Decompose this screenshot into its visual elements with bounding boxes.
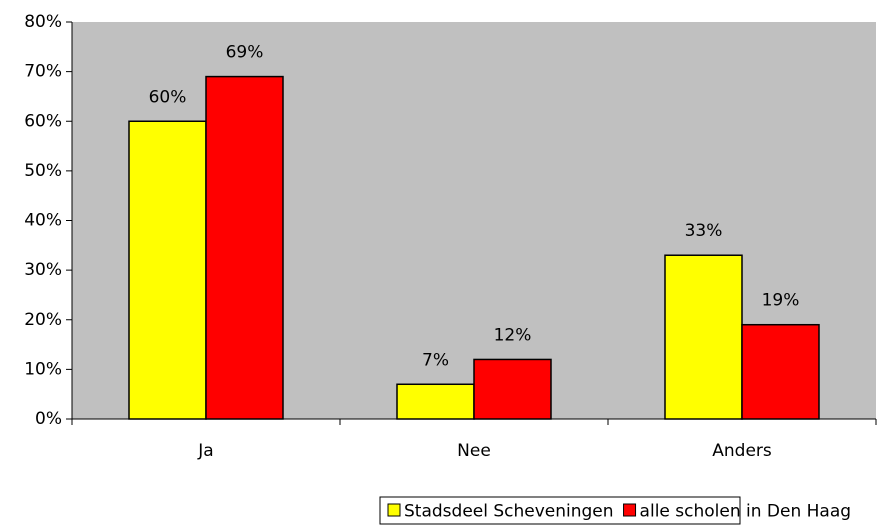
value-label: 60% <box>149 87 187 107</box>
value-label: 33% <box>685 221 723 241</box>
y-tick-label: 30% <box>24 260 62 280</box>
value-label: 19% <box>762 291 800 311</box>
value-label: 7% <box>422 350 449 370</box>
y-tick-label: 10% <box>24 359 62 379</box>
x-tick-label: Anders <box>712 441 772 461</box>
y-tick-label: 20% <box>24 310 62 330</box>
legend-box <box>379 496 741 525</box>
bar <box>473 358 552 420</box>
y-tick-label: 80% <box>24 12 62 32</box>
legend-swatch <box>387 503 401 517</box>
bar <box>664 254 743 420</box>
legend-swatch <box>623 503 637 517</box>
bar <box>396 383 475 420</box>
y-tick-label: 50% <box>24 161 62 181</box>
bar <box>205 75 284 420</box>
y-tick-label: 40% <box>24 211 62 231</box>
y-tick-label: 60% <box>24 111 62 131</box>
value-label: 69% <box>226 43 264 63</box>
bar <box>128 120 207 420</box>
y-tick-label: 0% <box>35 409 62 429</box>
legend-label: alle scholen in Den Haag <box>640 502 852 522</box>
bar <box>741 323 820 420</box>
legend-label: Stadsdeel Scheveningen <box>404 502 614 522</box>
y-tick-label: 70% <box>24 62 62 82</box>
x-tick-label: Ja <box>197 441 213 461</box>
value-label: 12% <box>494 325 532 345</box>
x-tick-label: Nee <box>457 441 491 461</box>
